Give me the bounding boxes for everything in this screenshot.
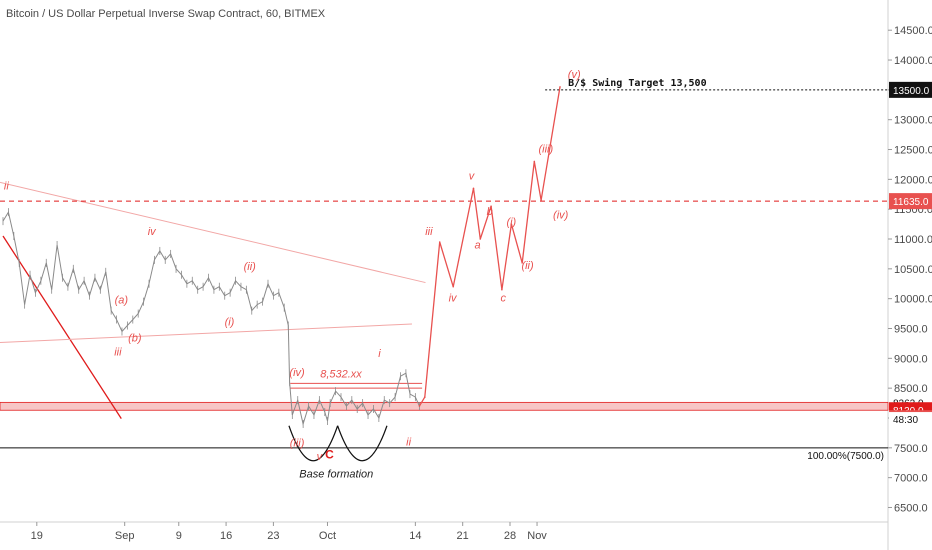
wave-label: a	[474, 240, 480, 252]
x-tick-label: 19	[31, 530, 43, 542]
projection-point	[521, 262, 523, 264]
wave-label: (iv)	[289, 367, 305, 379]
x-tick-label: Nov	[527, 530, 547, 542]
x-tick-label: 9	[176, 530, 182, 542]
price-box-13500-bg	[889, 81, 932, 98]
y-tick-label: 14000.0	[894, 55, 932, 67]
y-tick-label: 7000.0	[894, 473, 928, 485]
projection-point	[438, 241, 441, 243]
wave-c-label: C	[325, 448, 334, 462]
projection-point	[559, 86, 561, 88]
base-formation-label: Base formation	[299, 469, 373, 481]
countdown-bg	[889, 412, 932, 428]
projection-point	[452, 285, 455, 288]
x-tick-label: Oct	[319, 530, 336, 542]
y-tick-label: 9000.0	[894, 353, 928, 365]
wave-label: (iii)	[538, 144, 553, 156]
y-tick-label: 12500.0	[894, 145, 932, 157]
wave-label: iv	[148, 226, 157, 238]
wave-label: (ii)	[521, 260, 534, 272]
target-note: B/$ Swing Target 13,500	[568, 77, 706, 89]
y-tick-label: 10000.0	[894, 294, 932, 306]
wave-label: iv	[449, 293, 458, 305]
x-tick-label: 14	[409, 530, 421, 542]
projection-point	[424, 396, 426, 398]
wave-label: iii	[425, 226, 433, 238]
y-tick-label: 11000.0	[894, 234, 932, 246]
base-arc-right	[337, 425, 388, 462]
price-axis[interactable]: 6500.07000.07500.08000.08500.09000.09500…	[888, 25, 932, 514]
wave-label: (ii)	[244, 261, 257, 273]
upper-trendline	[0, 181, 426, 284]
wave-label: (i)	[225, 317, 235, 329]
red-trendline	[2, 235, 122, 419]
countdown-label: 48:30	[893, 415, 918, 426]
price-box-11635-bg	[889, 193, 932, 210]
price-series	[2, 208, 420, 428]
resistance-label: 8,532.xx	[320, 368, 362, 380]
x-tick-label: 28	[504, 530, 516, 542]
y-tick-label: 10500.0	[894, 264, 932, 276]
y-tick-label: 14500.0	[894, 25, 932, 37]
wave-label: i	[378, 348, 381, 360]
y-tick-label: 8500.0	[894, 383, 928, 395]
projection-point	[472, 187, 475, 190]
y-tick-label: 12000.0	[894, 174, 932, 186]
wave-label: ii	[4, 180, 9, 192]
wave-label: (iv)	[553, 210, 569, 222]
wave-annotations: 8,532.xxiiiv(ii)(a)(b)iii(i)(iv)(iii)vii…	[4, 69, 884, 481]
x-tick-label: 21	[457, 530, 469, 542]
support-zone	[0, 401, 889, 411]
y-tick-label: 6500.0	[894, 502, 928, 514]
y-tick-label: 9500.0	[894, 324, 928, 336]
projection-point	[418, 405, 421, 407]
wave-label: ii	[406, 436, 411, 448]
fib-100-label: 100.00%(7500.0)	[807, 451, 884, 462]
wave-label: v	[469, 170, 476, 182]
drawn-lines	[0, 89, 889, 462]
wave-label: (i)	[506, 216, 516, 228]
wave-label: (v)	[568, 69, 581, 81]
wave-label: (iii)	[290, 438, 305, 450]
lower-trendline	[0, 323, 413, 344]
wave-label: b	[487, 206, 493, 218]
x-tick-label: 16	[220, 530, 232, 542]
wave-label: iii	[114, 346, 122, 358]
projection-point	[540, 199, 542, 202]
price-box-13500: 13500.0	[893, 86, 930, 97]
projection-point	[490, 205, 492, 207]
wave-label: (a)	[115, 294, 129, 306]
x-tick-label: Sep	[115, 530, 135, 542]
wave-label: (b)	[128, 333, 142, 345]
projection-point	[533, 160, 536, 163]
wave-label: v	[317, 451, 324, 463]
base-arc-left	[288, 425, 339, 462]
time-axis[interactable]: 19 Sep 9 16 23 Oct 14 21 28 Nov	[31, 522, 548, 542]
projection-point	[501, 288, 503, 291]
projection-point	[479, 238, 482, 240]
wave-label: c	[500, 293, 506, 305]
y-tick-label: 13000.0	[894, 115, 932, 127]
price-box-11635: 11635.0	[893, 197, 929, 208]
wave-projection	[418, 86, 561, 407]
x-tick-label: 23	[267, 530, 279, 542]
projection-point	[510, 223, 513, 225]
y-tick-label: 7500.0	[894, 443, 928, 455]
chart-title: Bitcoin / US Dollar Perpetual Inverse Sw…	[6, 8, 326, 20]
